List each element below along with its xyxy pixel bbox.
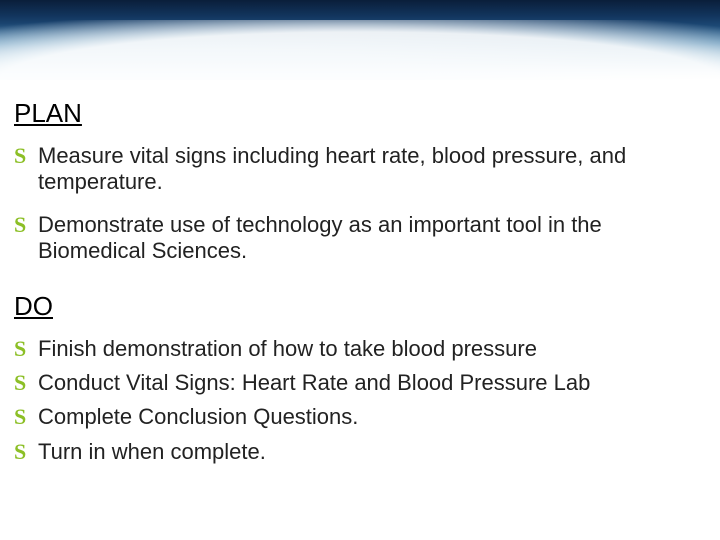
- list-item-text: Conduct Vital Signs: Heart Rate and Bloo…: [38, 370, 706, 396]
- do-heading: DO: [14, 291, 706, 322]
- bullet-icon: S: [14, 212, 38, 238]
- bullet-icon: S: [14, 370, 38, 396]
- list-item: S Complete Conclusion Questions.: [14, 404, 706, 430]
- do-list: S Finish demonstration of how to take bl…: [14, 336, 706, 466]
- list-item: S Demonstrate use of technology as an im…: [14, 212, 706, 265]
- list-item-text: Measure vital signs including heart rate…: [38, 143, 706, 196]
- slide-content: PLAN S Measure vital signs including hea…: [0, 80, 720, 501]
- plan-list: S Measure vital signs including heart ra…: [14, 143, 706, 265]
- list-item-text: Turn in when complete.: [38, 439, 706, 465]
- bullet-icon: S: [14, 336, 38, 362]
- list-item-text: Complete Conclusion Questions.: [38, 404, 706, 430]
- list-item: S Finish demonstration of how to take bl…: [14, 336, 706, 362]
- list-item: S Turn in when complete.: [14, 439, 706, 465]
- list-item-text: Finish demonstration of how to take bloo…: [38, 336, 706, 362]
- list-item: S Conduct Vital Signs: Heart Rate and Bl…: [14, 370, 706, 396]
- decorative-banner: [0, 0, 720, 80]
- bullet-icon: S: [14, 143, 38, 169]
- list-item: S Measure vital signs including heart ra…: [14, 143, 706, 196]
- list-item-text: Demonstrate use of technology as an impo…: [38, 212, 706, 265]
- plan-heading: PLAN: [14, 98, 706, 129]
- bullet-icon: S: [14, 404, 38, 430]
- bullet-icon: S: [14, 439, 38, 465]
